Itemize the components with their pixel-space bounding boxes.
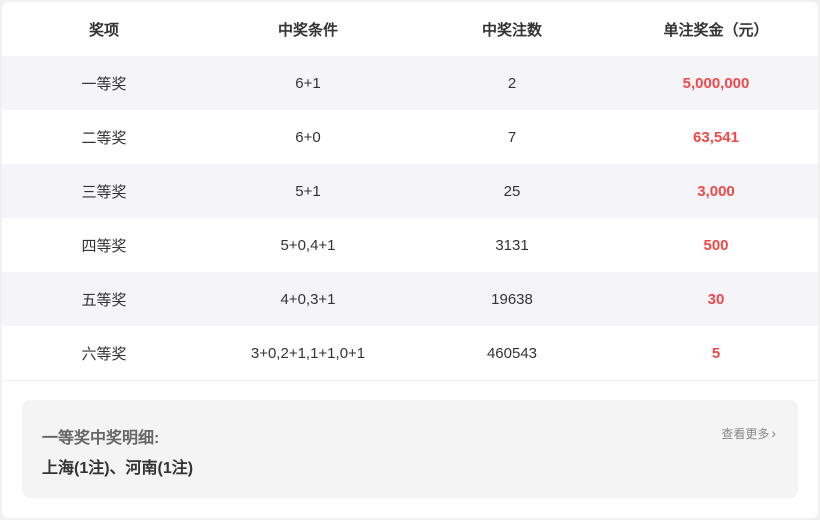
detail-body: 上海(1注)、河南(1注) — [42, 460, 194, 477]
condition-cell: 4+0,3+1 — [280, 290, 336, 308]
view-more-link[interactable]: 查看更多 › — [721, 425, 776, 442]
prize-cell: 三等奖 — [81, 183, 127, 201]
prize-cell: 四等奖 — [81, 237, 127, 255]
amount-cell: 30 — [707, 290, 725, 308]
count-cell: 3131 — [495, 236, 529, 254]
winner-detail-card: 一等奖中奖明细: 上海(1注)、河南(1注) 查看更多 › — [22, 400, 798, 498]
condition-cell: 6+1 — [295, 74, 321, 92]
prize-cell: 六等奖 — [81, 345, 127, 363]
count-cell: 460543 — [486, 344, 538, 362]
prize-cell: 一等奖 — [81, 75, 127, 93]
amount-cell: 5 — [711, 344, 721, 362]
table-row: 一等奖 6+1 2 5,000,000 — [2, 56, 818, 110]
table-row: 四等奖 5+0,4+1 3131 500 — [2, 218, 818, 272]
view-more-label: 查看更多 — [721, 427, 770, 441]
condition-cell: 5+1 — [295, 182, 321, 200]
header-count: 中奖注数 — [481, 21, 542, 39]
amount-cell: 3,000 — [697, 182, 735, 200]
prize-cell: 二等奖 — [81, 129, 127, 147]
count-cell: 25 — [503, 182, 521, 200]
count-cell: 7 — [507, 128, 517, 146]
table-row: 三等奖 5+1 25 3,000 — [2, 164, 818, 218]
table-row: 二等奖 6+0 7 63,541 — [2, 110, 818, 164]
condition-cell: 6+0 — [295, 128, 321, 146]
table-row: 六等奖 3+0,2+1,1+1,0+1 460543 5 — [2, 326, 818, 380]
table-row: 五等奖 4+0,3+1 19638 30 — [2, 272, 818, 326]
count-cell: 19638 — [491, 290, 533, 308]
amount-cell: 5,000,000 — [682, 74, 750, 92]
header-amount: 单注奖金（元） — [663, 21, 769, 39]
header-prize: 奖项 — [88, 21, 119, 39]
detail-title: 一等奖中奖明细: — [42, 430, 160, 447]
divider — [2, 380, 818, 381]
condition-cell: 3+0,2+1,1+1,0+1 — [250, 344, 366, 362]
table-header: 奖项 中奖条件 中奖注数 单注奖金（元） — [2, 2, 818, 56]
prize-cell: 五等奖 — [81, 291, 127, 309]
chevron-right-icon: › — [771, 425, 776, 441]
count-cell: 2 — [507, 74, 517, 92]
header-condition: 中奖条件 — [277, 21, 338, 39]
condition-cell: 5+0,4+1 — [280, 236, 336, 254]
amount-cell: 63,541 — [693, 128, 739, 146]
amount-cell: 500 — [703, 236, 729, 254]
